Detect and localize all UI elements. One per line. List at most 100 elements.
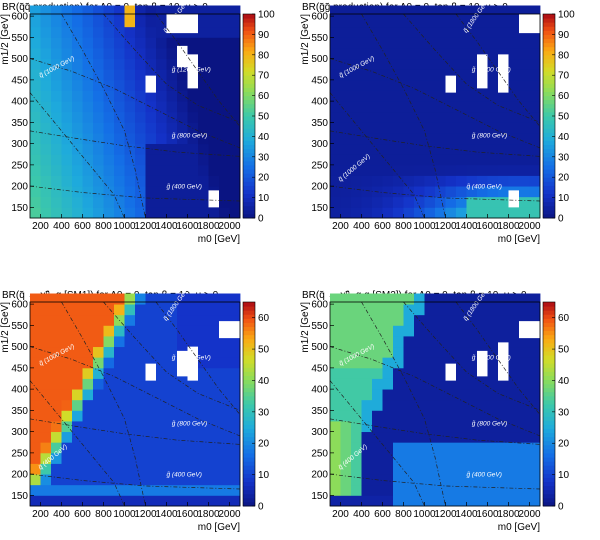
heatmap-cell: [351, 79, 362, 91]
heatmap-cell: [529, 304, 541, 316]
heatmap-cell: [424, 314, 436, 326]
heatmap-cell: [72, 336, 83, 348]
heatmap-cell: [361, 69, 373, 81]
heatmap-cell: [135, 389, 146, 401]
heatmap-cell: [40, 410, 52, 422]
heatmap-cell: [177, 175, 188, 187]
missing-point: [477, 350, 488, 377]
heatmap-cell: [156, 463, 167, 475]
heatmap-cell: [487, 122, 499, 134]
y-tick-label: 300: [11, 139, 28, 150]
heatmap-cell: [208, 111, 220, 123]
contour-line: [455, 13, 541, 127]
heatmap-cell: [445, 336, 457, 348]
colorbar-tick-label: 60: [258, 313, 270, 324]
colorbar-segment: [543, 124, 555, 129]
y-tick-label: 450: [311, 75, 328, 86]
heatmap-cell: [393, 389, 404, 401]
heatmap-cell: [177, 442, 188, 454]
heatmap-cell: [124, 431, 136, 443]
heatmap-cell: [124, 5, 136, 17]
heatmap-cell: [145, 421, 157, 433]
heatmap-cell: [135, 154, 146, 166]
heatmap-cell: [519, 186, 530, 198]
heatmap-cell: [177, 79, 188, 91]
heatmap-cell: [208, 37, 220, 49]
heatmap-cell: [208, 410, 220, 422]
heatmap-cell: [166, 122, 178, 134]
heatmap-cell: [114, 357, 125, 369]
heatmap-cell: [466, 111, 478, 123]
missing-point: [177, 45, 188, 68]
missing-point: [445, 363, 456, 381]
heatmap-cell: [51, 111, 62, 123]
heatmap-cell: [177, 37, 188, 49]
heatmap-cell: [414, 421, 425, 433]
heatmap-cell: [487, 101, 499, 113]
heatmap-cell: [219, 421, 230, 433]
heatmap-cell: [93, 367, 104, 379]
heatmap-cell: [351, 452, 362, 464]
heatmap-cell: [435, 164, 446, 176]
heatmap-cell: [498, 101, 509, 113]
heatmap-cell: [498, 196, 509, 208]
heatmap-cell: [372, 143, 383, 155]
heatmap-cell: [351, 421, 362, 433]
heatmap-cell: [30, 357, 41, 369]
heatmap-cell: [351, 410, 362, 422]
heatmap-cell: [61, 346, 73, 358]
heatmap-cell: [145, 143, 157, 155]
heatmap-cell: [340, 16, 352, 28]
heatmap-cell: [51, 5, 62, 17]
y-tick-label: 550: [11, 321, 28, 332]
heatmap-cell: [508, 69, 520, 81]
heatmap-cell: [114, 367, 125, 379]
heatmap-cell: [393, 399, 404, 411]
heatmap-cell: [114, 207, 125, 219]
heatmap-cell: [114, 452, 125, 464]
heatmap-cell: [435, 79, 446, 91]
colorbar-segment: [243, 359, 255, 364]
heatmap-cell: [508, 16, 520, 28]
heatmap-cell: [529, 378, 541, 390]
colorbar-segment: [243, 379, 255, 385]
heatmap-cell: [445, 122, 457, 134]
heatmap-cell: [114, 463, 125, 475]
heatmap-cell: [177, 431, 188, 443]
heatmap-cell: [135, 164, 146, 176]
heatmap-cell: [498, 26, 509, 38]
heatmap-cell: [82, 48, 94, 60]
heatmap-cell: [393, 463, 404, 475]
heatmap-cell: [382, 186, 394, 198]
colorbar-segment: [543, 26, 555, 31]
heatmap-cell: [82, 474, 94, 486]
heatmap-cell: [51, 37, 62, 49]
colorbar-segment: [543, 350, 555, 356]
heatmap-cell: [403, 143, 415, 155]
heatmap-cell: [340, 69, 352, 81]
heatmap-cell: [135, 314, 146, 326]
heatmap-cell: [187, 314, 199, 326]
y-tick-label: 450: [311, 363, 328, 374]
heatmap-cell: [330, 452, 341, 464]
heatmap-cell: [487, 357, 499, 369]
heatmap-cell: [219, 164, 230, 176]
heatmap-cell: [51, 293, 62, 305]
heatmap-cell: [72, 346, 83, 358]
heatmap-cell: [40, 484, 52, 496]
contour-line: [155, 13, 241, 127]
heatmap-cell: [208, 389, 220, 401]
heatmap-cell: [498, 48, 509, 60]
heatmap-cell: [519, 175, 530, 187]
colorbar-segment: [243, 371, 255, 376]
colorbar-segment: [243, 99, 255, 105]
heatmap-cell: [72, 431, 83, 443]
heatmap-cell: [135, 48, 146, 60]
heatmap-cell: [435, 421, 446, 433]
colorbar-segment: [543, 111, 555, 117]
heatmap-cell: [414, 336, 425, 348]
heatmap-cell: [330, 399, 341, 411]
heatmap-cell: [466, 474, 478, 486]
heatmap-cell: [156, 143, 167, 155]
colorbar-tick-label: 90: [558, 30, 570, 41]
